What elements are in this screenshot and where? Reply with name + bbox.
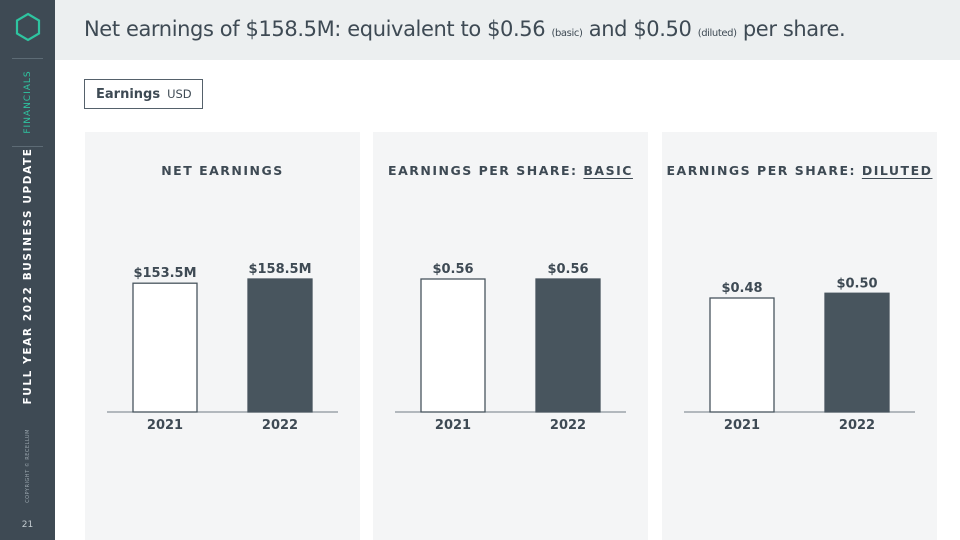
bar-value-label: $0.50 [836,276,877,291]
chart-title: EARNINGS PER SHARE: BASIC [373,163,648,178]
copyright-notice: COPYRIGHT © RECELLUM [24,429,31,503]
x-tick-label: 2021 [724,418,760,433]
x-tick-label: 2021 [435,418,471,433]
chart-title-emphasis: DILUTED [861,163,933,178]
sidebar-divider [12,146,43,147]
tag-unit: USD [167,87,192,101]
page-number: 21 [21,520,34,530]
bar-2021 [420,278,486,413]
net-earnings-panel: NET EARNINGS $153.5M 2021 $158.5M 2022 [85,132,360,540]
earnings-usd-tag: Earnings USD [84,79,203,109]
chart-title-text: NET EARNINGS [161,163,284,178]
diluted-note: (diluted) [697,28,737,39]
sidebar-section-label: FINANCIALS [22,70,33,134]
bar-2022 [247,278,313,413]
bar-value-label: $0.56 [547,262,588,277]
eps-basic-panel: EARNINGS PER SHARE: BASIC $0.56 2021 $0.56… [373,132,648,540]
headline-text: per share. [742,17,846,41]
bar-2021 [709,297,775,413]
bar-value-label: $158.5M [248,262,311,277]
page-title: Net earnings of $158.5M: equivalent to $… [84,17,846,41]
net-earnings-chart: $153.5M 2021 $158.5M 2022 [107,262,338,433]
sidebar-deck-title: FULL YEAR 2022 BUSINESS UPDATE [21,147,34,405]
sidebar-divider [12,58,43,59]
bar-2022 [535,278,601,413]
headline-text: Net earnings of $158.5M: equivalent to $… [84,17,546,41]
bar-2021 [132,282,198,413]
header-bar: Net earnings of $158.5M: equivalent to $… [55,0,960,60]
eps-basic-chart: $0.56 2021 $0.56 2022 [395,262,626,433]
sidebar: FINANCIALS FULL YEAR 2022 BUSINESS UPDAT… [0,0,55,540]
eps-diluted-panel: EARNINGS PER SHARE: DILUTED $0.48 2021 $0.… [662,132,937,540]
tag-label: Earnings [96,86,161,102]
chart-title: EARNINGS PER SHARE: DILUTED [662,163,937,178]
chart-title: NET EARNINGS [85,163,360,178]
headline-text: and $0.50 [588,17,692,41]
basic-note: (basic) [551,28,583,39]
x-tick-label: 2022 [550,418,586,433]
bar-2022 [824,292,890,413]
eps-diluted-chart: $0.48 2021 $0.50 2022 [684,276,915,433]
bar-value-label: $153.5M [133,266,196,281]
x-tick-label: 2022 [839,418,875,433]
chart-title-text: EARNINGS PER SHARE: [666,163,862,178]
hexagon-logo-icon [15,12,41,42]
x-tick-label: 2021 [147,418,183,433]
bar-value-label: $0.56 [432,262,473,277]
chart-title-emphasis: BASIC [583,163,633,178]
chart-title-text: EARNINGS PER SHARE: [388,163,584,178]
bar-value-label: $0.48 [721,281,762,296]
x-tick-label: 2022 [262,418,298,433]
